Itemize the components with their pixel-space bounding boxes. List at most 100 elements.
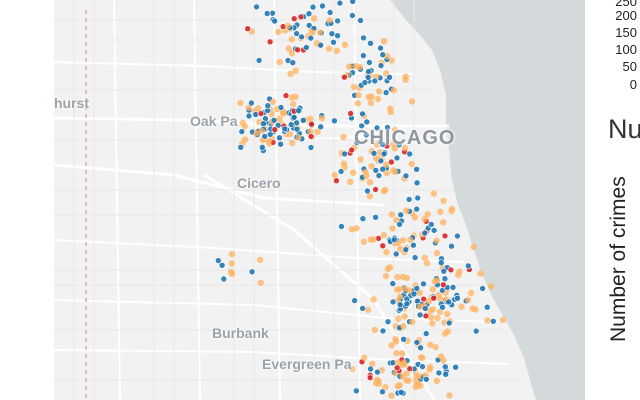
crime-marker-orange[interactable] xyxy=(285,45,292,52)
crime-marker-orange[interactable] xyxy=(290,100,297,108)
crime-marker-orange[interactable] xyxy=(356,63,363,71)
crime-marker-orange[interactable] xyxy=(384,265,391,273)
crime-marker-blue[interactable] xyxy=(290,114,298,121)
crime-marker-blue[interactable] xyxy=(380,150,388,158)
crime-marker-orange[interactable] xyxy=(370,296,377,303)
crime-marker-blue[interactable] xyxy=(349,12,356,19)
crime-marker-red[interactable] xyxy=(393,364,401,372)
crime-marker-blue[interactable] xyxy=(363,118,371,126)
crime-marker-red[interactable] xyxy=(271,126,279,133)
crime-marker-orange[interactable] xyxy=(440,357,447,364)
crime-marker-red[interactable] xyxy=(447,266,455,274)
crime-marker-blue[interactable] xyxy=(400,335,407,343)
crime-marker-blue[interactable] xyxy=(317,41,325,49)
crime-marker-blue[interactable] xyxy=(264,102,272,109)
crime-marker-orange[interactable] xyxy=(401,313,408,320)
crime-marker-orange[interactable] xyxy=(316,29,324,36)
crime-marker-orange[interactable] xyxy=(333,47,341,54)
crime-marker-orange[interactable] xyxy=(228,250,236,258)
crime-marker-orange[interactable] xyxy=(380,231,387,239)
crime-marker-blue[interactable] xyxy=(430,227,438,234)
crime-marker-blue[interactable] xyxy=(353,139,361,146)
crime-marker-blue[interactable] xyxy=(266,131,274,138)
crime-marker-orange[interactable] xyxy=(228,260,235,267)
crime-marker-blue[interactable] xyxy=(364,187,371,195)
crime-marker-orange[interactable] xyxy=(441,330,449,337)
crime-marker-red[interactable] xyxy=(422,312,430,320)
crime-marker-blue[interactable] xyxy=(309,3,317,11)
crime-marker-orange[interactable] xyxy=(375,380,382,387)
crime-marker-blue[interactable] xyxy=(334,32,341,40)
crime-marker-orange[interactable] xyxy=(255,105,262,112)
crime-marker-orange[interactable] xyxy=(396,286,403,293)
crime-marker-blue[interactable] xyxy=(349,0,356,5)
crime-marker-orange[interactable] xyxy=(467,289,475,297)
crime-marker-orange[interactable] xyxy=(276,115,283,123)
crime-marker-blue[interactable] xyxy=(489,317,497,325)
crime-marker-blue[interactable] xyxy=(331,117,338,125)
crime-marker-blue[interactable] xyxy=(410,290,418,298)
crime-marker-blue[interactable] xyxy=(396,221,403,228)
crime-marker-orange[interactable] xyxy=(390,87,398,94)
crime-map[interactable]: hurst Oak Pa CHICAGO Cicero Burbank Ever… xyxy=(54,0,585,400)
crime-marker-blue[interactable] xyxy=(277,140,284,148)
crime-marker-red[interactable] xyxy=(294,46,301,54)
crime-marker-orange[interactable] xyxy=(421,254,428,262)
crime-marker-orange[interactable] xyxy=(400,359,408,366)
crime-marker-blue[interactable] xyxy=(427,221,435,228)
crime-marker-orange[interactable] xyxy=(354,100,361,107)
crime-marker-blue[interactable] xyxy=(328,30,336,38)
crime-marker-orange[interactable] xyxy=(276,58,283,66)
crime-marker-red[interactable] xyxy=(282,92,290,99)
crime-marker-orange[interactable] xyxy=(289,139,296,147)
crime-marker-orange[interactable] xyxy=(326,17,333,24)
crime-marker-orange[interactable] xyxy=(434,314,441,322)
crime-marker-blue[interactable] xyxy=(293,125,301,133)
crime-marker-blue[interactable] xyxy=(422,375,430,383)
crime-marker-blue[interactable] xyxy=(248,268,256,276)
crime-marker-blue[interactable] xyxy=(379,388,386,396)
crime-marker-blue[interactable] xyxy=(245,112,253,120)
crime-marker-orange[interactable] xyxy=(366,179,374,186)
crime-marker-blue[interactable] xyxy=(406,150,414,158)
crime-marker-blue[interactable] xyxy=(370,150,378,157)
crime-marker-blue[interactable] xyxy=(472,327,480,335)
crime-marker-orange[interactable] xyxy=(396,293,404,300)
crime-marker-orange[interactable] xyxy=(401,145,409,152)
crime-marker-blue[interactable] xyxy=(441,363,449,371)
crime-marker-orange[interactable] xyxy=(484,317,491,324)
crime-marker-blue[interactable] xyxy=(261,133,268,140)
crime-marker-blue[interactable] xyxy=(452,363,459,371)
crime-marker-orange[interactable] xyxy=(258,127,265,134)
crime-marker-orange[interactable] xyxy=(340,160,348,167)
crime-marker-blue[interactable] xyxy=(389,280,397,287)
crime-marker-orange[interactable] xyxy=(375,88,383,95)
crime-marker-blue[interactable] xyxy=(341,150,348,158)
crime-marker-blue[interactable] xyxy=(396,301,404,308)
crime-marker-blue[interactable] xyxy=(454,294,461,302)
crime-marker-blue[interactable] xyxy=(338,223,345,230)
crime-marker-blue[interactable] xyxy=(366,59,373,66)
crime-marker-blue[interactable] xyxy=(237,144,244,151)
crime-marker-blue[interactable] xyxy=(372,214,379,221)
crime-marker-blue[interactable] xyxy=(218,261,226,269)
crime-marker-orange[interactable] xyxy=(361,354,368,361)
crime-marker-blue[interactable] xyxy=(334,17,341,25)
crime-marker-orange[interactable] xyxy=(367,99,375,107)
crime-marker-blue[interactable] xyxy=(449,283,457,291)
crime-marker-orange[interactable] xyxy=(348,226,355,233)
crime-marker-red[interactable] xyxy=(441,232,449,240)
crime-marker-blue[interactable] xyxy=(411,254,419,261)
crime-marker-blue[interactable] xyxy=(440,267,448,275)
crime-marker-blue[interactable] xyxy=(389,298,397,306)
crime-marker-orange[interactable] xyxy=(400,323,407,330)
crime-marker-blue[interactable] xyxy=(255,57,263,64)
crime-marker-red[interactable] xyxy=(348,146,356,154)
crime-marker-orange[interactable] xyxy=(399,350,406,357)
crime-marker-blue[interactable] xyxy=(417,344,424,352)
crime-marker-orange[interactable] xyxy=(292,93,299,101)
crime-marker-orange[interactable] xyxy=(357,156,364,163)
crime-marker-orange[interactable] xyxy=(350,169,357,176)
crime-marker-blue[interactable] xyxy=(413,285,421,292)
crime-marker-blue[interactable] xyxy=(252,111,259,118)
